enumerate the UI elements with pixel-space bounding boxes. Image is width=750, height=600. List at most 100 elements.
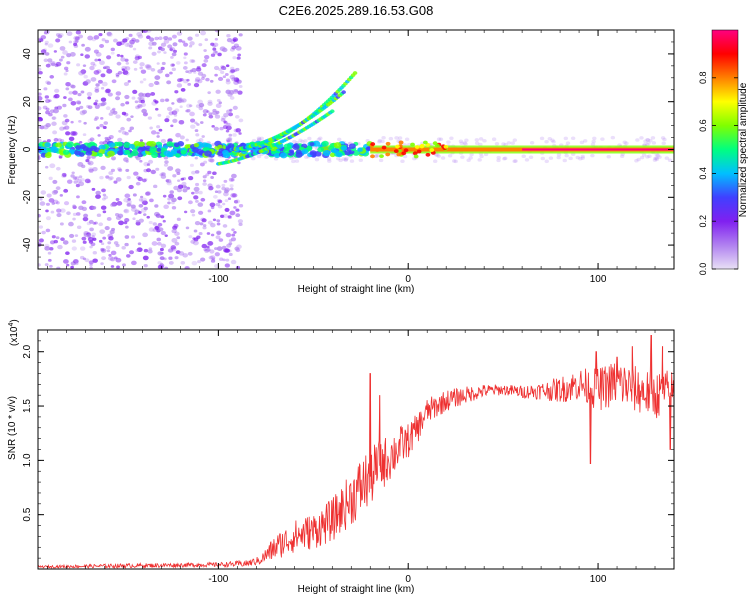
y-tick-label: 1.0 bbox=[22, 453, 33, 467]
spectral-point bbox=[146, 215, 150, 219]
spectral-point bbox=[187, 251, 193, 256]
spectral-point bbox=[107, 241, 112, 245]
spectral-point bbox=[137, 104, 142, 108]
spectral-point bbox=[132, 60, 138, 64]
spectral-point bbox=[63, 201, 70, 206]
spectral-point bbox=[76, 63, 81, 67]
spectral-point bbox=[590, 153, 595, 158]
spectral-point bbox=[49, 264, 53, 268]
spectral-point bbox=[121, 130, 127, 135]
spectral-point bbox=[53, 50, 57, 53]
spectral-point bbox=[657, 155, 662, 159]
spectral-point bbox=[115, 74, 120, 78]
spectral-point bbox=[180, 260, 186, 265]
spectral-point bbox=[46, 193, 52, 198]
spectral-point bbox=[163, 39, 170, 44]
spectral-point bbox=[68, 91, 73, 95]
spectral-point bbox=[174, 90, 179, 94]
spectral-point bbox=[193, 195, 199, 200]
spectral-point bbox=[72, 212, 77, 217]
spectral-point bbox=[74, 39, 79, 43]
spectral-point bbox=[55, 61, 62, 67]
spectral-point bbox=[229, 187, 234, 191]
spectral-point bbox=[130, 204, 136, 209]
spectral-point bbox=[38, 238, 44, 243]
spectral-point bbox=[82, 133, 87, 137]
spectral-point bbox=[124, 235, 130, 239]
spectral-point bbox=[154, 226, 160, 230]
spectral-point bbox=[474, 141, 480, 145]
spectral-point bbox=[529, 141, 535, 145]
spectral-point bbox=[77, 93, 82, 97]
spectral-point bbox=[108, 177, 113, 181]
spectral-point bbox=[53, 137, 59, 142]
spectral-point bbox=[217, 144, 223, 150]
spectral-point bbox=[124, 71, 130, 76]
spectral-point bbox=[575, 155, 580, 160]
spectral-point bbox=[148, 46, 153, 50]
spectral-point bbox=[171, 206, 177, 210]
spectral-point bbox=[213, 42, 219, 47]
spectral-point bbox=[144, 64, 150, 69]
spectral-point bbox=[96, 126, 100, 130]
spectral-point bbox=[230, 178, 235, 182]
spectral-point bbox=[202, 226, 207, 230]
spectral-point bbox=[85, 150, 93, 156]
spectral-point bbox=[53, 93, 60, 99]
spectral-point bbox=[218, 68, 223, 72]
spectral-point bbox=[645, 155, 650, 159]
spectral-point bbox=[214, 247, 218, 250]
spectral-point bbox=[182, 66, 188, 70]
spectral-point bbox=[146, 35, 151, 40]
spectral-point bbox=[338, 158, 343, 163]
spectral-point bbox=[96, 213, 102, 218]
spectral-point bbox=[547, 137, 552, 141]
spectral-point bbox=[65, 131, 71, 136]
spectral-point bbox=[370, 154, 375, 159]
spectral-point bbox=[170, 55, 174, 59]
spectral-point bbox=[57, 34, 63, 39]
spectral-point bbox=[104, 65, 109, 70]
spectral-point bbox=[66, 141, 74, 148]
spectral-point bbox=[544, 159, 549, 164]
spectral-point bbox=[222, 149, 229, 156]
spectral-point bbox=[370, 142, 376, 146]
spectral-point bbox=[139, 66, 143, 70]
spectral-point bbox=[213, 65, 220, 71]
spectral-point bbox=[52, 95, 58, 99]
spectral-point bbox=[215, 103, 222, 108]
spectral-point bbox=[432, 141, 438, 146]
spectral-point bbox=[57, 138, 62, 142]
spectral-point bbox=[521, 154, 526, 158]
spectral-point bbox=[63, 96, 67, 100]
spectral-point bbox=[77, 101, 82, 105]
spectral-point bbox=[76, 225, 82, 230]
spectral-point bbox=[106, 68, 113, 74]
spectrogram-y-ticks: -40 -20 0 20 40 bbox=[22, 29, 674, 270]
spectral-point bbox=[453, 159, 458, 164]
spectral-point bbox=[273, 152, 281, 159]
spectral-point bbox=[207, 170, 212, 175]
spectral-point bbox=[78, 119, 82, 123]
spectral-point bbox=[232, 89, 239, 94]
spectral-point bbox=[202, 109, 209, 114]
spectral-point bbox=[352, 71, 358, 75]
spectral-point bbox=[124, 193, 131, 199]
spectral-point bbox=[78, 175, 83, 179]
spectral-point bbox=[115, 243, 120, 248]
spectral-point bbox=[171, 34, 177, 39]
spectral-point bbox=[229, 184, 234, 188]
spectral-point bbox=[404, 137, 410, 141]
spectral-point bbox=[140, 99, 146, 104]
spectral-point bbox=[124, 42, 130, 47]
spectral-point bbox=[234, 199, 241, 204]
spectral-point bbox=[111, 79, 117, 84]
spectral-point bbox=[117, 137, 123, 142]
spectral-point bbox=[77, 162, 84, 167]
snr-x-label: Height of straight line (km) bbox=[298, 584, 415, 595]
spectral-point bbox=[50, 146, 59, 153]
spectral-point bbox=[238, 33, 243, 37]
spectral-point bbox=[419, 144, 425, 149]
spectral-point bbox=[344, 156, 349, 161]
spectral-point bbox=[87, 167, 94, 172]
